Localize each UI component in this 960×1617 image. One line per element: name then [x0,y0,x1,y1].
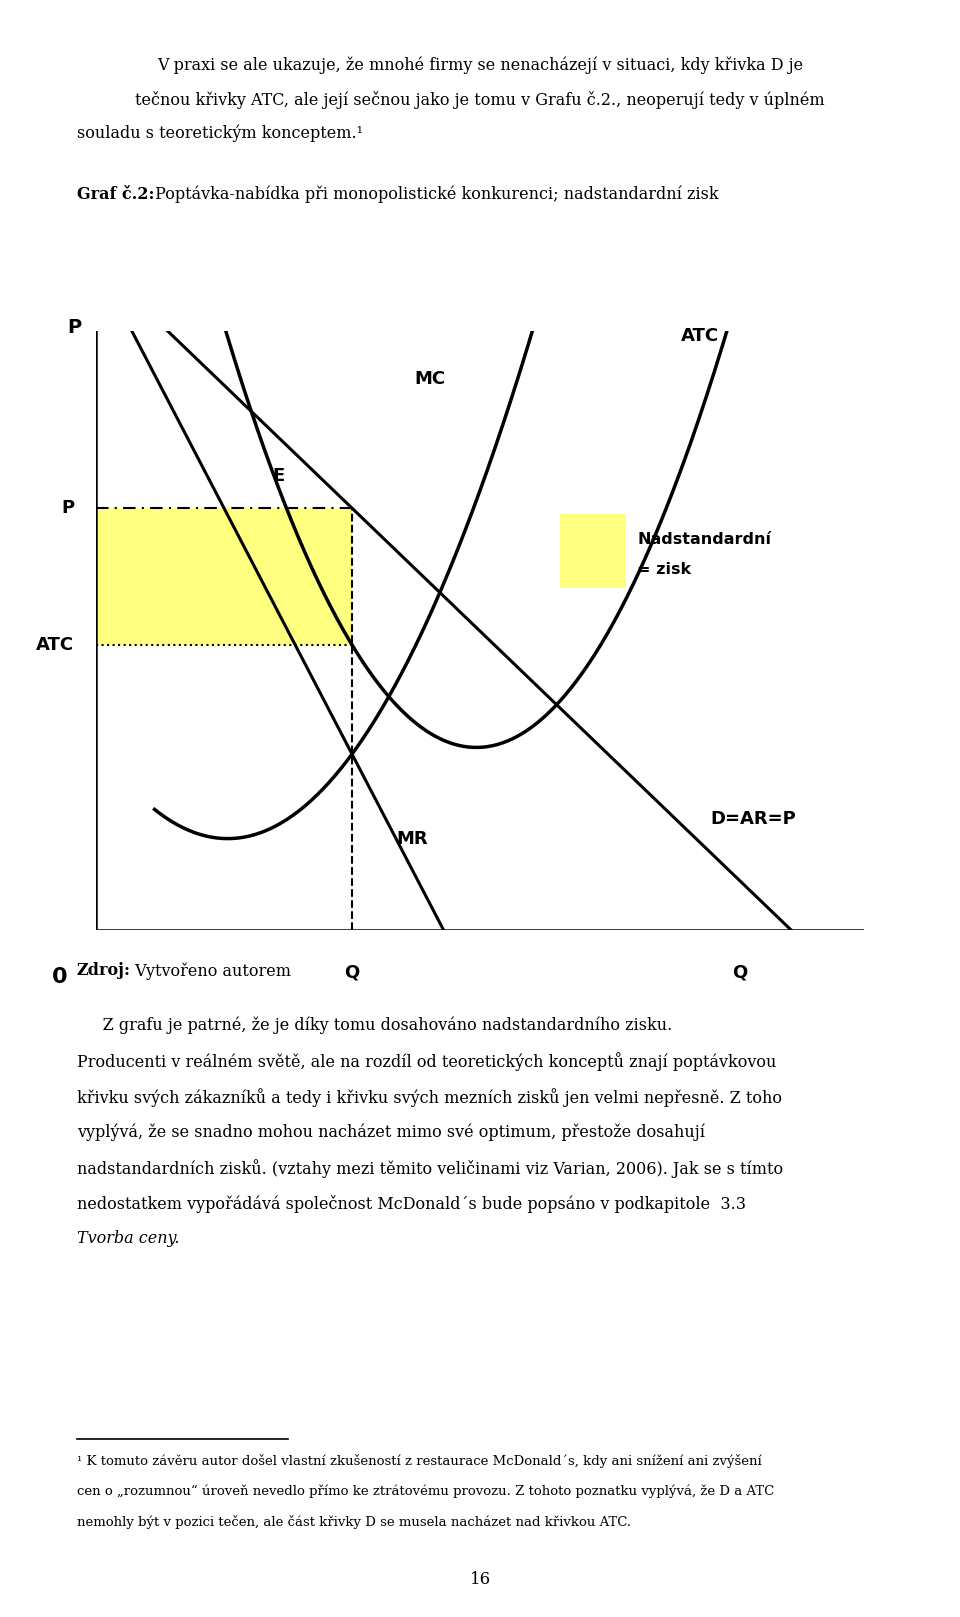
Text: ATC: ATC [682,327,719,344]
Text: Poptávka-nabídka při monopolistické konkurenci; nadstandardní zisk: Poptávka-nabídka při monopolistické konk… [150,186,718,204]
Text: = zisk: = zisk [637,561,691,577]
Text: vyplývá, že se snadno mohou nacházet mimo své optimum, přestože dosahují: vyplývá, že se snadno mohou nacházet mim… [77,1124,705,1142]
Text: nedostatkem vypořádává společnost McDonald´s bude popsáno v podkapitole  3.3: nedostatkem vypořádává společnost McDona… [77,1195,746,1213]
Text: Z grafu je patrné, že je díky tomu dosahováno nadstandardního zisku.: Z grafu je patrné, že je díky tomu dosah… [77,1017,672,1033]
Text: Q: Q [345,964,360,982]
Text: 0: 0 [52,967,67,986]
Text: MR: MR [396,831,427,849]
Text: E: E [273,467,285,485]
Text: Nadstandardní: Nadstandardní [637,532,771,547]
Text: ¹ K tomuto závěru autor došel vlastní zkušeností z restaurace McDonald´s, kdy an: ¹ K tomuto závěru autor došel vlastní zk… [77,1454,761,1468]
Text: V praxi se ale ukazuje, že mnohé firmy se nenacházejí v situaci, kdy křivka D je: V praxi se ale ukazuje, že mnohé firmy s… [156,57,804,74]
Text: Producenti v reálném světě, ale na rozdíl od teoretických konceptů znají poptávk: Producenti v reálném světě, ale na rozdí… [77,1053,777,1070]
Text: MC: MC [414,370,445,388]
Text: P: P [67,319,81,338]
Text: souladu s teoretickým konceptem.¹: souladu s teoretickým konceptem.¹ [77,125,363,142]
Text: D=AR=P: D=AR=P [710,810,796,828]
Text: Zdroj:: Zdroj: [77,962,131,980]
Text: P: P [60,500,74,517]
Bar [561,514,626,589]
Text: křivku svých zákazníků a tedy i křivku svých mezních zisků jen velmi nepřesně. Z: křivku svých zákazníků a tedy i křivku s… [77,1088,781,1106]
Text: Q: Q [732,964,747,982]
Text: ATC: ATC [36,635,74,653]
Text: cen o „rozumnou“ úroveň nevedlo přímo ke ztrátovému provozu. Z tohoto poznatku v: cen o „rozumnou“ úroveň nevedlo přímo ke… [77,1484,774,1497]
Text: Tvorba ceny.: Tvorba ceny. [77,1231,180,1247]
Text: 16: 16 [469,1570,491,1588]
Bar [96,508,352,645]
Text: tečnou křivky ATC, ale její sečnou jako je tomu v Grafu č.2., neoperují tedy v ú: tečnou křivky ATC, ale její sečnou jako … [135,91,825,108]
Text: Vytvořeno autorem: Vytvořeno autorem [130,962,291,980]
Text: Graf č.2:: Graf č.2: [77,186,155,202]
Text: nadstandardních zisků. (vztahy mezi těmito veličinami viz Varian, 2006). Jak se : nadstandardních zisků. (vztahy mezi těmi… [77,1159,783,1177]
Text: nemohly být v pozici tečen, ale část křivky D se musela nacházet nad křivkou ATC: nemohly být v pozici tečen, ale část kři… [77,1515,631,1528]
